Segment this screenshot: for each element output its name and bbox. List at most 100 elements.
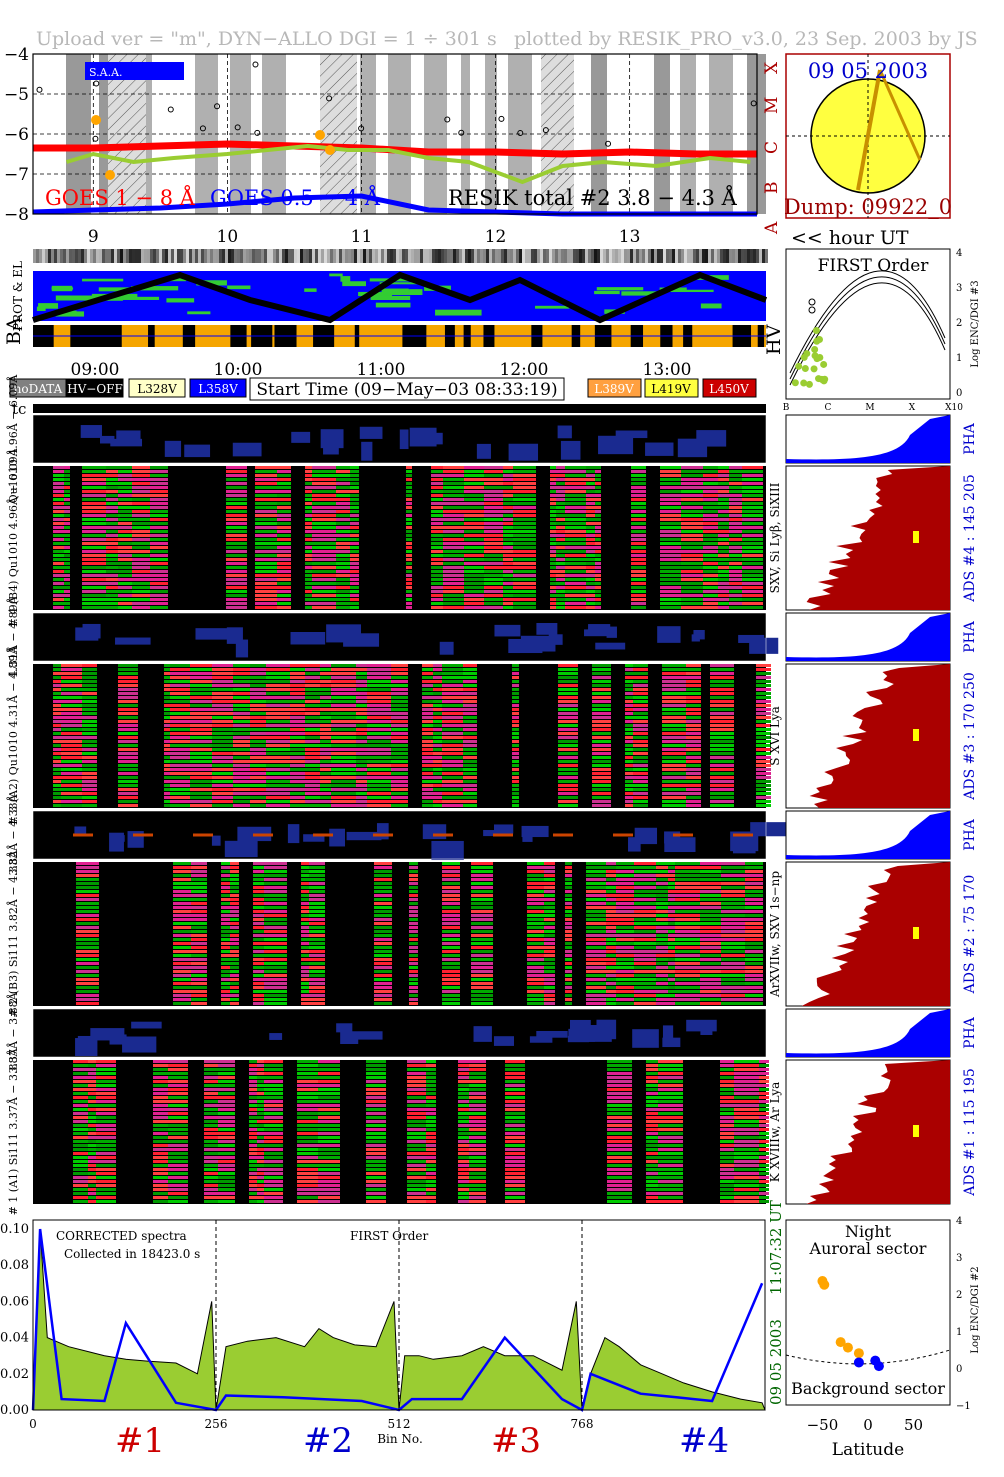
heatmap-cell — [264, 1196, 283, 1199]
heatmap-cell — [226, 606, 247, 609]
prot-green — [340, 276, 351, 282]
heatmap-cell — [442, 890, 460, 893]
heatmap-cell — [309, 914, 325, 917]
heatmap-cell — [700, 938, 721, 941]
heatmap-cell — [512, 792, 519, 795]
intensity-cell — [246, 249, 249, 263]
heatmap-cell — [616, 894, 634, 897]
heatmap-cell — [550, 550, 556, 553]
heatmap-cell — [230, 998, 239, 1001]
heatmap-cell — [150, 510, 168, 513]
heatmap-cell — [230, 962, 239, 965]
intensity-cell — [606, 249, 609, 263]
heatmap-cell — [675, 874, 700, 877]
heatmap-cell — [366, 1196, 386, 1199]
heatmap-cell — [64, 526, 70, 529]
heatmap-cell — [756, 772, 771, 775]
heatmap-cell — [721, 886, 745, 889]
intensity-cell — [501, 249, 504, 263]
goes-class-B: B — [762, 182, 782, 195]
heatmap-cell — [442, 862, 460, 865]
heatmap-cell — [250, 800, 266, 803]
heatmap-cell — [634, 962, 656, 965]
heatmap-cell — [513, 554, 536, 557]
heatmap-cell — [249, 1192, 257, 1195]
heatmap-cell — [662, 752, 686, 755]
heatmap-cell — [471, 982, 493, 985]
spec-ytick: 0.00 — [0, 1403, 29, 1418]
heatmap-cell — [527, 866, 544, 869]
heatmap-cell — [686, 772, 701, 775]
heatmap-cell — [422, 784, 433, 787]
heatmap-cell — [230, 966, 239, 969]
intensity-cell — [366, 249, 369, 263]
heatmap-cell — [433, 676, 442, 679]
heatmap-cell — [301, 866, 309, 869]
goes-ytick-label: −7 — [4, 165, 29, 185]
heatmap-cell — [742, 602, 763, 605]
heatmap-cell — [305, 756, 320, 759]
heatmap-cell — [407, 1124, 426, 1127]
heatmap-cell — [82, 800, 97, 803]
heatmap-cell — [170, 712, 190, 715]
heatmap-cell — [734, 1200, 759, 1203]
heatmap-cell — [305, 776, 320, 779]
heatmap-cell — [132, 554, 150, 557]
heatmap-cell — [586, 966, 606, 969]
heatmap-cell — [565, 602, 586, 605]
heatmap-cell — [312, 546, 336, 549]
heatmap-cell — [230, 886, 239, 889]
heatmap-cell — [633, 720, 648, 723]
heatmap-cell — [607, 1132, 632, 1135]
heatmap-cell — [759, 1148, 769, 1151]
heatmap-cell — [409, 962, 418, 965]
fo-ring — [808, 298, 816, 306]
heatmap-cell — [558, 672, 578, 675]
heatmap-cell — [76, 870, 99, 873]
heatmap-cell — [681, 566, 703, 569]
heatmap-cell — [118, 728, 138, 731]
heatmap-cell — [558, 744, 578, 747]
heatmap-cell — [391, 692, 408, 695]
heatmap-cell — [592, 740, 611, 743]
heatmap-cell — [565, 946, 572, 949]
heatmap-cell — [277, 466, 291, 469]
heatmap-cell — [82, 708, 97, 711]
heatmap-cell — [556, 570, 565, 573]
heatmap-cell — [586, 578, 595, 581]
heatmap-cell — [132, 482, 150, 485]
heatmap-cell — [73, 1084, 88, 1087]
heatmap-cell — [442, 748, 463, 751]
heatmap-cell — [118, 768, 138, 771]
intensity-cell — [693, 249, 696, 263]
heatmap-cell — [336, 578, 350, 581]
heatmap-cell — [550, 538, 556, 541]
fo-xtick: B — [783, 403, 790, 413]
heatmap-cell — [264, 1068, 283, 1071]
heatmap-cell — [290, 744, 305, 747]
heatmap-cell — [646, 1076, 658, 1079]
heatmap-cell — [745, 886, 763, 889]
heatmap-cell — [150, 590, 168, 593]
pha-cell — [100, 435, 115, 444]
heatmap-cell — [301, 894, 309, 897]
heatmap-cell — [264, 966, 287, 969]
heatmap-cell — [558, 760, 578, 763]
heatmap-cell — [718, 590, 729, 593]
heatmap-cell — [150, 486, 168, 489]
heatmap-cell — [76, 914, 99, 917]
heatmap-cell — [634, 882, 656, 885]
intensity-cell — [714, 249, 717, 263]
heatmap-cell — [297, 1124, 318, 1127]
heatmap-cell — [406, 470, 412, 473]
heatmap-cell — [658, 1148, 683, 1151]
heatmap-cell — [118, 804, 138, 807]
heatmap-cell — [409, 938, 418, 941]
heatmap-cell — [367, 792, 391, 795]
heatmap-cell — [662, 724, 686, 727]
heatmap-cell — [607, 1140, 632, 1143]
heatmap-cell — [463, 676, 477, 679]
heatmap-cell — [586, 478, 595, 481]
heatmap-cell — [150, 530, 168, 533]
heatmap-cell — [631, 470, 646, 473]
